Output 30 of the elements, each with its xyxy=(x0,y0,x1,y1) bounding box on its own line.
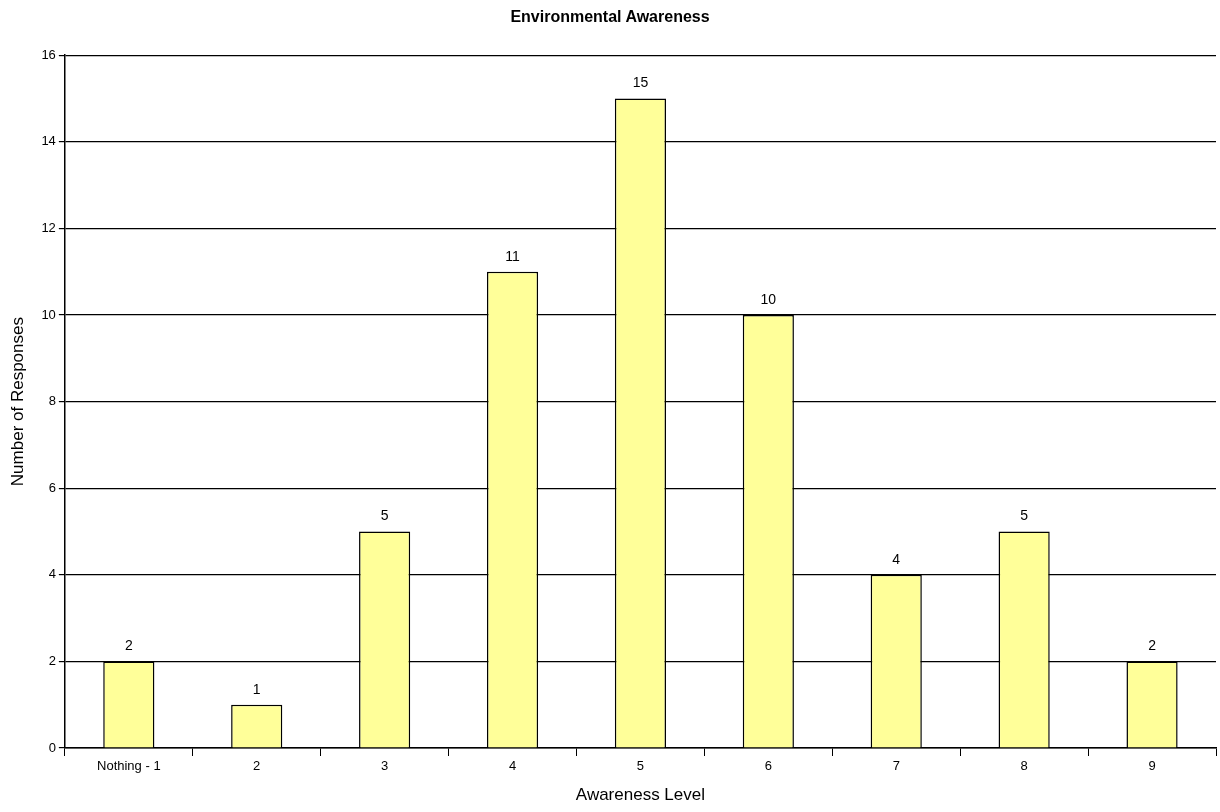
data-label: 11 xyxy=(505,247,520,264)
x-tick-label: 4 xyxy=(508,758,517,774)
x-tick-label: 7 xyxy=(892,758,900,774)
data-label: 1 xyxy=(252,680,261,697)
data-label: 5 xyxy=(1020,507,1029,524)
x-tick-label: 9 xyxy=(1148,758,1156,774)
data-label: 5 xyxy=(380,507,389,524)
y-tick-label: 2 xyxy=(48,652,56,668)
data-label: 2 xyxy=(1148,637,1157,654)
data-label: 15 xyxy=(632,74,649,91)
x-tick-label: 3 xyxy=(381,758,389,774)
x-tick-label: 6 xyxy=(764,758,772,774)
x-tick-label: 5 xyxy=(636,758,645,774)
y-tick-label: 12 xyxy=(41,219,56,235)
y-tick-label: 8 xyxy=(48,393,56,409)
x-tick-label: 2 xyxy=(253,758,261,774)
y-tick-label: 14 xyxy=(41,133,56,149)
x-axis-title: Awareness Level xyxy=(575,785,706,805)
data-label: 10 xyxy=(760,290,777,307)
y-tick-label: 0 xyxy=(48,739,56,755)
chart-title: Environmental Awareness xyxy=(510,8,710,26)
y-tick-label: 6 xyxy=(48,479,56,495)
data-label: 4 xyxy=(892,550,901,567)
x-tick-label: 8 xyxy=(1020,758,1028,774)
data-label: 2 xyxy=(124,637,133,654)
y-tick-label: 10 xyxy=(41,306,56,322)
y-tick-label: 16 xyxy=(41,46,56,62)
y-tick-label: 4 xyxy=(48,566,56,582)
y-axis-title: Number of Responses xyxy=(7,317,27,487)
x-tick-label: Nothing - 1 xyxy=(97,758,161,774)
